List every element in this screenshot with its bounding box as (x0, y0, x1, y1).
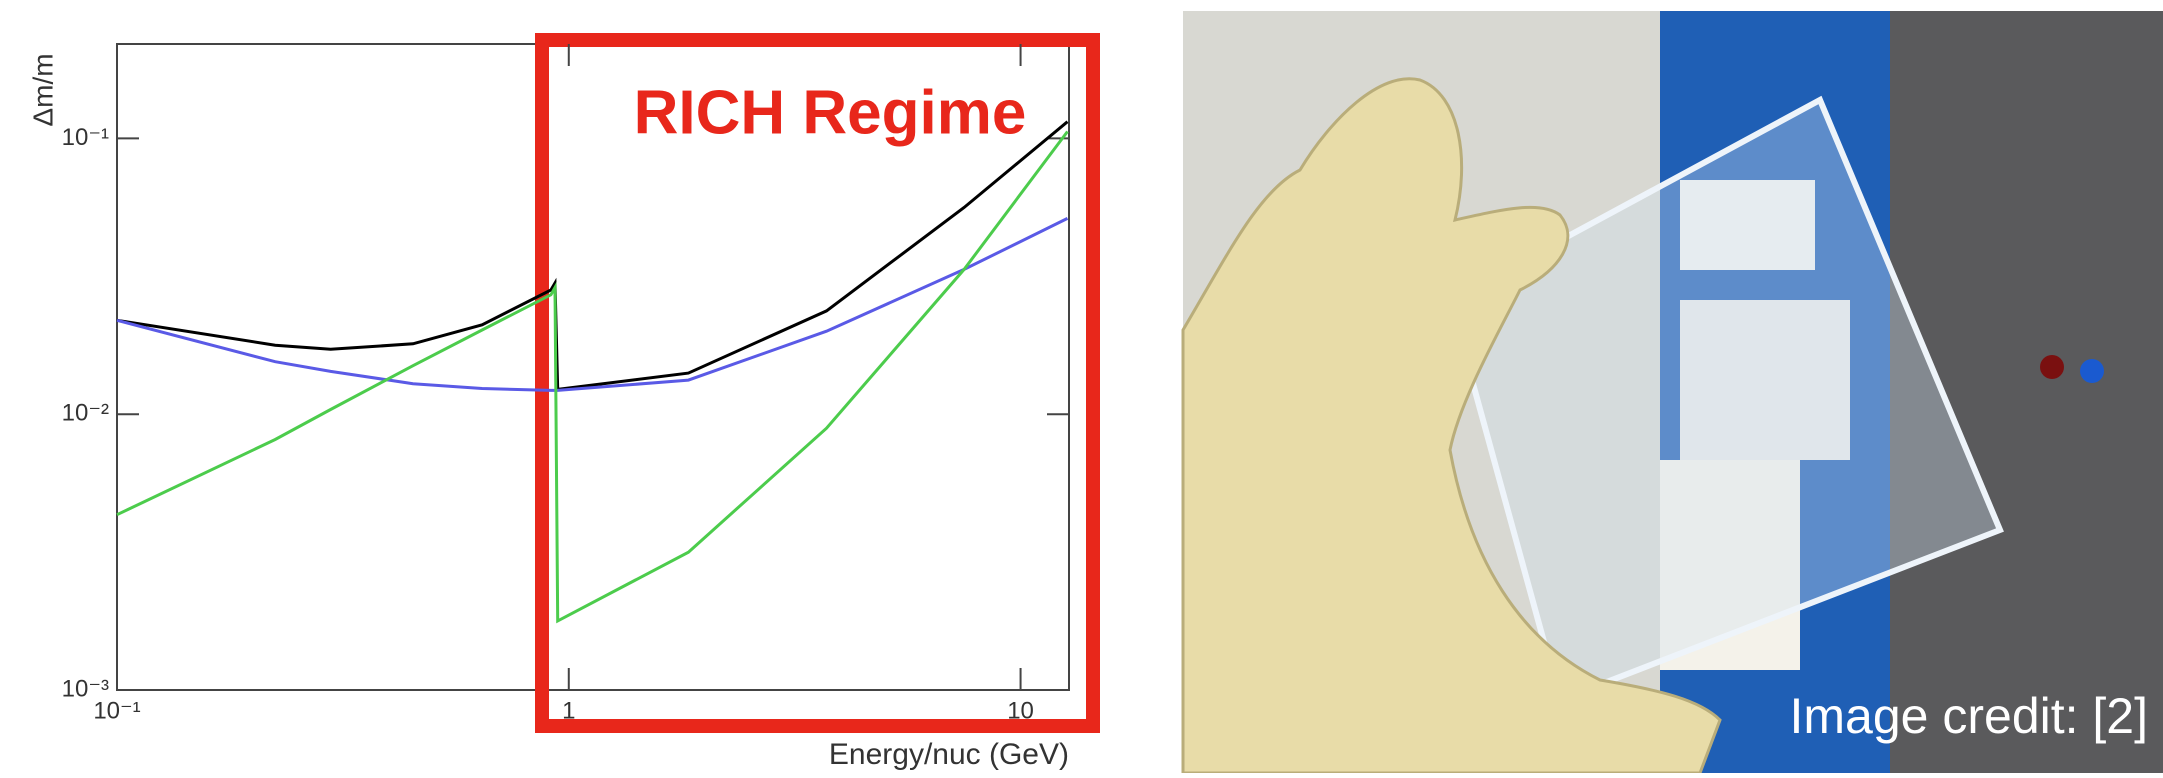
slide: Image credit: [2] Energy/nuc (GeV) Δm/m … (0, 0, 2163, 773)
image-credit: Image credit: [2] (1790, 688, 2149, 744)
x-tick-label: 10⁻¹ (93, 697, 140, 724)
series-line (117, 132, 1068, 621)
y-axis-label: Δm/m (27, 53, 58, 126)
button (2040, 355, 2064, 379)
x-axis-label: Energy/nuc (GeV) (829, 738, 1069, 771)
x-tick-label: 10 (1007, 697, 1034, 724)
y-tick-label: 10⁻² (62, 400, 109, 427)
x-tick-label: 1 (562, 697, 575, 724)
photo: Image credit: [2] (1183, 11, 2163, 773)
button (2080, 359, 2104, 383)
annotation: RICH Regime (634, 78, 1027, 147)
series-line (117, 218, 1068, 390)
page: {"chart_data": {"type": "line", "xlabel"… (0, 0, 2163, 773)
y-tick-label: 10⁻¹ (62, 124, 109, 151)
series-line (117, 122, 1068, 390)
